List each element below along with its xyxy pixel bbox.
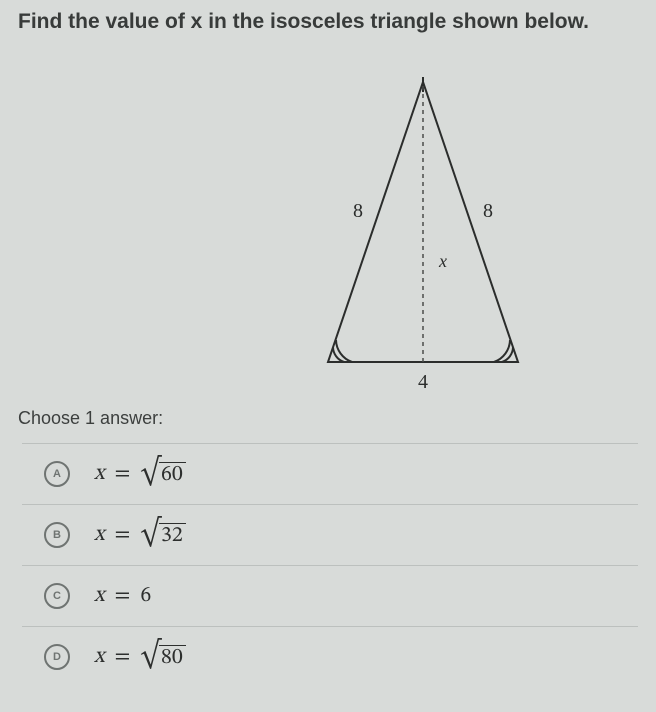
radio-d[interactable]: D — [44, 644, 70, 670]
answer-text-b: x= √32 — [94, 521, 186, 549]
radio-c[interactable]: C — [44, 583, 70, 609]
answer-option-a[interactable]: A x= √60 — [22, 444, 638, 504]
radio-letter: D — [53, 651, 61, 663]
answer-text-d: x= √80 — [94, 643, 186, 671]
answer-text-c: x= 6 — [94, 582, 151, 610]
left-side-label: 8 — [353, 200, 363, 222]
choose-label: Choose 1 answer: — [18, 408, 638, 429]
answer-option-c[interactable]: C x= 6 — [22, 566, 638, 626]
altitude-label: x — [438, 251, 447, 271]
answer-option-d[interactable]: D x= √80 — [22, 627, 638, 687]
radio-letter: B — [53, 529, 61, 541]
answer-option-b[interactable]: B x= √32 — [22, 505, 638, 565]
radio-letter: A — [53, 468, 61, 480]
triangle-svg: 8 8 x 4 — [308, 62, 538, 392]
question-text: Find the value of x in the isosceles tri… — [18, 10, 638, 34]
radio-b[interactable]: B — [44, 522, 70, 548]
right-side-label: 8 — [483, 200, 493, 222]
radio-letter: C — [53, 590, 61, 602]
answer-list: A x= √60 B x= √32 C x= 6 — [22, 443, 638, 687]
answer-text-a: x= √60 — [94, 460, 186, 488]
base-label: 4 — [418, 371, 428, 392]
triangle-figure: 8 8 x 4 — [18, 42, 638, 402]
radio-a[interactable]: A — [44, 461, 70, 487]
